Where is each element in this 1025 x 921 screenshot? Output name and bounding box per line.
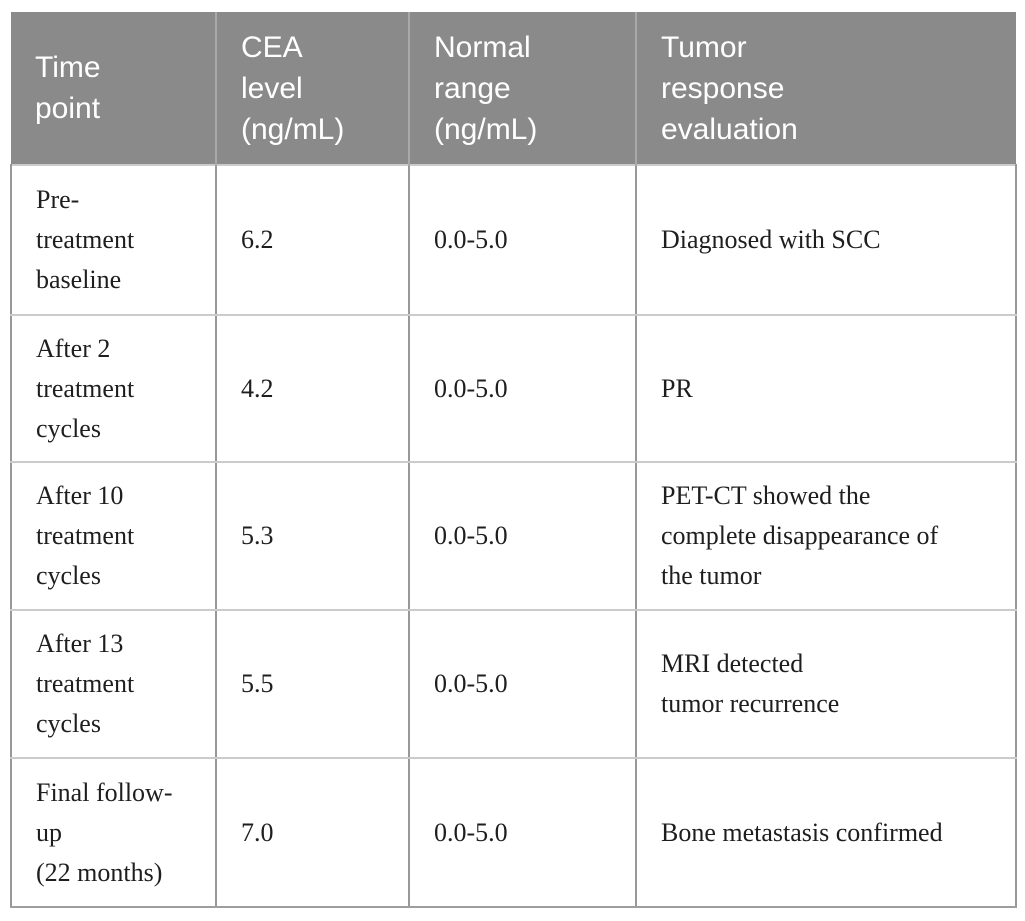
cell-time-point: After 2 treatment cycles [10, 314, 217, 463]
cell-text: 0.0-5.0 [434, 817, 508, 847]
cell-normal-range: 0.0-5.0 [408, 314, 637, 463]
cell-cea-level: 5.5 [215, 609, 410, 759]
cell-time-point: After 10 treatment cycles [10, 461, 217, 611]
cell-text: After 10 treatment cycles [36, 481, 135, 590]
table-row-after-13-cycles: After 13 treatment cycles 5.5 0.0-5.0 MR… [10, 609, 1017, 759]
cell-text: 7.0 [241, 817, 274, 847]
cell-text: 5.3 [241, 521, 274, 550]
cell-text: MRI detected tumor recurrence [661, 649, 840, 718]
header-cell-time-point: Time point [11, 12, 216, 165]
cell-text: Pre- treatment baseline [36, 185, 135, 294]
cell-time-point: Pre- treatment baseline [10, 164, 217, 316]
cell-text: Bone metastasis confirmed [661, 817, 943, 847]
header-label-cea-level: CEA level (ng/mL) [241, 30, 345, 146]
header-cell-tumor-response: Tumor response evaluation [635, 12, 1016, 165]
cell-text: Final follow- up (22 months) [36, 777, 173, 887]
cell-text: 0.0-5.0 [434, 521, 508, 550]
cell-text: After 2 treatment cycles [36, 333, 135, 443]
cell-text: 4.2 [241, 373, 274, 403]
cell-time-point: After 13 treatment cycles [10, 609, 217, 759]
table-row-after-2-cycles: After 2 treatment cycles 4.2 0.0-5.0 PR [10, 314, 1017, 463]
cell-normal-range: 0.0-5.0 [408, 461, 637, 611]
cell-text: 0.0-5.0 [434, 669, 508, 698]
table-row-pretreatment: Pre- treatment baseline 6.2 0.0-5.0 Diag… [10, 164, 1017, 316]
cell-text: 0.0-5.0 [434, 373, 508, 403]
cell-cea-level: 7.0 [215, 757, 410, 908]
table-row-after-10-cycles: After 10 treatment cycles 5.3 0.0-5.0 PE… [10, 461, 1017, 611]
cell-text: 6.2 [241, 225, 274, 254]
cell-text: PR [661, 373, 693, 403]
table-row-final-followup: Final follow- up (22 months) 7.0 0.0-5.0… [10, 757, 1017, 908]
cell-time-point: Final follow- up (22 months) [10, 757, 217, 908]
cell-text: Diagnosed with SCC [661, 225, 881, 254]
cell-text: After 13 treatment cycles [36, 629, 135, 738]
header-label-tumor-response: Tumor response evaluation [661, 30, 798, 146]
header-label-normal-range: Normal range (ng/mL) [434, 30, 538, 146]
cell-evaluation: PET-CT showed the complete disappearance… [635, 461, 1017, 611]
header-row: Time point CEA level (ng/mL) Normal rang… [11, 12, 1016, 165]
table-header: Time point CEA level (ng/mL) Normal rang… [11, 12, 1016, 165]
header-cell-normal-range: Normal range (ng/mL) [408, 12, 636, 165]
cell-text: 5.5 [241, 669, 274, 698]
cell-evaluation: Diagnosed with SCC [635, 164, 1017, 316]
cell-evaluation: Bone metastasis confirmed [635, 757, 1017, 908]
header-label-time-point: Time point [35, 51, 101, 125]
table-body: Pre- treatment baseline 6.2 0.0-5.0 Diag… [10, 164, 1017, 908]
cell-text: PET-CT showed the complete disappearance… [661, 481, 939, 590]
cell-normal-range: 0.0-5.0 [408, 164, 637, 316]
cell-text: 0.0-5.0 [434, 225, 508, 254]
cea-monitoring-table: Time point CEA level (ng/mL) Normal rang… [10, 12, 1017, 908]
cell-cea-level: 4.2 [215, 314, 410, 463]
cell-cea-level: 6.2 [215, 164, 410, 316]
cell-evaluation: MRI detected tumor recurrence [635, 609, 1017, 759]
cell-evaluation: PR [635, 314, 1017, 463]
cell-cea-level: 5.3 [215, 461, 410, 611]
cell-normal-range: 0.0-5.0 [408, 609, 637, 759]
header-cell-cea-level: CEA level (ng/mL) [215, 12, 409, 165]
cell-normal-range: 0.0-5.0 [408, 757, 637, 908]
